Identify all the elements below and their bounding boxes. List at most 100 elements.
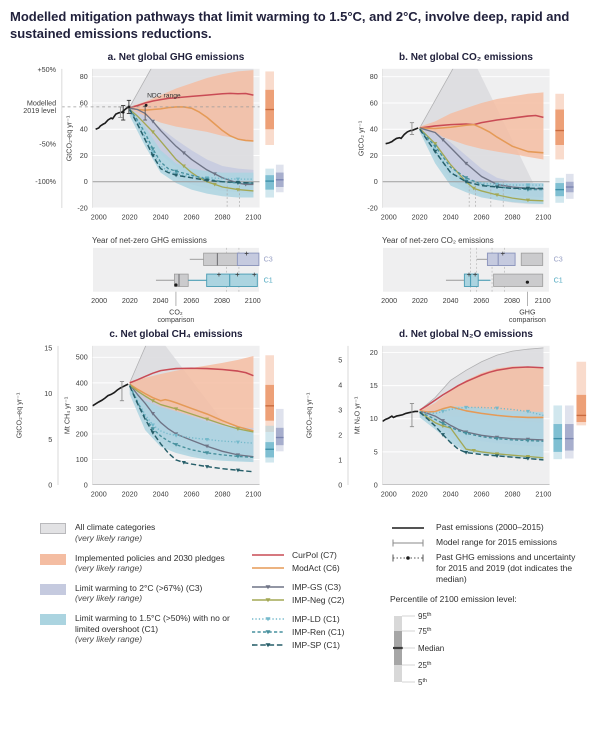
svg-text:Mt CH₄ yr⁻¹: Mt CH₄ yr⁻¹ [63, 396, 72, 434]
legend: All climate categories (very likely range… [10, 522, 590, 697]
svg-text:GtCO₂-eq yr⁻¹: GtCO₂-eq yr⁻¹ [64, 115, 73, 161]
svg-text:20: 20 [370, 348, 378, 357]
svg-text:100: 100 [76, 455, 88, 464]
svg-text:20: 20 [370, 151, 378, 160]
legend-label: All climate categories [75, 522, 156, 533]
svg-text:0: 0 [84, 177, 88, 186]
past-line-icon [392, 527, 424, 530]
implemented-policies-swatch [40, 553, 66, 565]
svg-text:5: 5 [338, 356, 342, 365]
legend-label: Implemented policies and 2030 pledges [75, 552, 225, 563]
svg-text:2040: 2040 [153, 490, 169, 499]
svg-text:20: 20 [80, 151, 88, 160]
legend-imp-ld: IMP-LD (C1) [250, 614, 390, 624]
svg-text:3: 3 [338, 406, 342, 415]
svg-text:GtCO₂ yr⁻¹: GtCO₂ yr⁻¹ [356, 120, 365, 156]
netzero-co2-title: Year of net-zero CO₂ emissions [382, 236, 494, 246]
svg-text:2020: 2020 [412, 297, 428, 305]
svg-text:2000: 2000 [91, 297, 107, 305]
legend-imp-sp: IMP-SP (C1) [250, 640, 390, 650]
legend-all-categories: All climate categories (very likely range… [40, 522, 250, 543]
svg-text:-20: -20 [367, 204, 377, 213]
figure-title: Modelled mitigation pathways that limit … [10, 9, 570, 42]
legend-pathways-column: CurPol (C7) ModAct (C6) IMP-GS (C3) IMP-… [250, 522, 390, 697]
svg-text:5th: 5th [418, 678, 427, 687]
imp-ren-line-sample [252, 630, 284, 635]
svg-text:200: 200 [76, 430, 88, 439]
model-range-icon [392, 539, 424, 547]
legend-label: Limit warming to 2°C (>67%) (C3) [75, 582, 203, 593]
svg-text:0: 0 [48, 481, 52, 490]
svg-text:2060: 2060 [473, 297, 489, 305]
svg-text:2019 level: 2019 level [23, 106, 56, 115]
legend-sublabel: (very likely range) [75, 593, 143, 604]
svg-text:2020: 2020 [412, 213, 428, 222]
ghg-emissions-chart: NDC range 80 60 40 20 0 -20 2000 2020 2040 2060 208… [23, 65, 284, 222]
co2-emissions-chart: 80 60 40 20 0 -20 2000 2020 2040 2060 2080 2100 GtCO… [356, 69, 574, 222]
svg-text:2060: 2060 [184, 490, 200, 499]
svg-text:2020: 2020 [122, 297, 138, 305]
svg-text:2100: 2100 [245, 490, 261, 499]
svg-text:95th: 95th [418, 612, 432, 621]
svg-text:4: 4 [338, 381, 342, 390]
panel-c-title: c. Net global CH₄ emissions [109, 329, 243, 341]
svg-text:300: 300 [76, 404, 88, 413]
svg-text:25th: 25th [418, 661, 432, 670]
panel-b: b. Net global CO₂ emissions 80 60 40 20 0 -20… [300, 50, 590, 327]
svg-text:CO₂: CO₂ [169, 309, 183, 317]
svg-text:2080: 2080 [504, 213, 520, 222]
legend-past-emissions: Past emissions (2000–2015) [390, 522, 590, 533]
panel-a-title: a. Net global GHG emissions [107, 52, 245, 64]
svg-text:2000: 2000 [91, 213, 107, 222]
svg-text:C1: C1 [554, 277, 563, 285]
svg-text:2100: 2100 [535, 490, 551, 499]
svg-text:-100%: -100% [35, 177, 56, 186]
svg-text:2060: 2060 [184, 213, 200, 222]
legend-label: Limit warming to 1.5°C (>50%) with no or… [75, 613, 230, 634]
svg-text:-50%: -50% [39, 140, 56, 149]
svg-text:comparison: comparison [157, 317, 194, 325]
panel-b-title: b. Net global CO₂ emissions [399, 52, 533, 64]
panel-d: d. Net global N₂O emissions 20 15 10 5 0 2000… [300, 327, 590, 510]
svg-text:80: 80 [370, 72, 378, 81]
panels-grid: a. Net global GHG emissions NDC range 80 6… [10, 50, 590, 510]
svg-text:-20: -20 [77, 204, 87, 213]
svg-text:2040: 2040 [153, 297, 169, 305]
svg-text:500: 500 [76, 353, 88, 362]
svg-text:2060: 2060 [474, 213, 490, 222]
svg-text:NDC range: NDC range [147, 93, 181, 100]
imp-sp-line-sample [252, 643, 284, 648]
imp-gs-line-sample [252, 585, 284, 590]
legend-sublabel: (very likely range) [75, 532, 143, 543]
svg-text:2100: 2100 [245, 297, 261, 305]
legend-uncertainty: Past GHG emissions and uncertainty for 20… [390, 552, 590, 584]
svg-text:5: 5 [374, 448, 378, 457]
modact-line-sample [252, 567, 284, 570]
svg-text:2040: 2040 [443, 213, 459, 222]
curpol-line-sample [252, 554, 284, 557]
svg-text:comparison: comparison [509, 317, 546, 325]
svg-text:2020: 2020 [412, 490, 428, 499]
svg-text:80: 80 [80, 72, 88, 81]
svg-text:15: 15 [44, 344, 52, 353]
legend-modact: ModAct (C6) [250, 563, 390, 573]
legend-limit-2c: Limit warming to 2°C (>67%) (C3) (very li… [40, 583, 250, 604]
limit-1-5c-swatch [40, 614, 66, 626]
svg-text:Modelled: Modelled [27, 99, 56, 108]
svg-text:Median: Median [418, 644, 444, 653]
svg-text:2060: 2060 [474, 490, 490, 499]
svg-text:400: 400 [76, 379, 88, 388]
percentile-title: Percentile of 2100 emission level: [390, 594, 517, 605]
svg-text:0: 0 [374, 177, 378, 186]
panel-c: c. Net global CH₄ emissions 500 400 300 200… [10, 327, 300, 510]
svg-text:2020: 2020 [122, 490, 138, 499]
legend-reference-column: Past emissions (2000–2015) Model range f… [390, 522, 590, 697]
svg-text:0: 0 [84, 481, 88, 490]
svg-text:0: 0 [338, 481, 342, 490]
svg-text:C3: C3 [554, 256, 563, 264]
svg-text:1: 1 [338, 456, 342, 465]
svg-text:2040: 2040 [443, 297, 459, 305]
panel-d-title: d. Net global N₂O emissions [399, 329, 533, 341]
svg-text:2040: 2040 [443, 490, 459, 499]
svg-text:GtCO₂-eq yr⁻¹: GtCO₂-eq yr⁻¹ [15, 392, 24, 438]
